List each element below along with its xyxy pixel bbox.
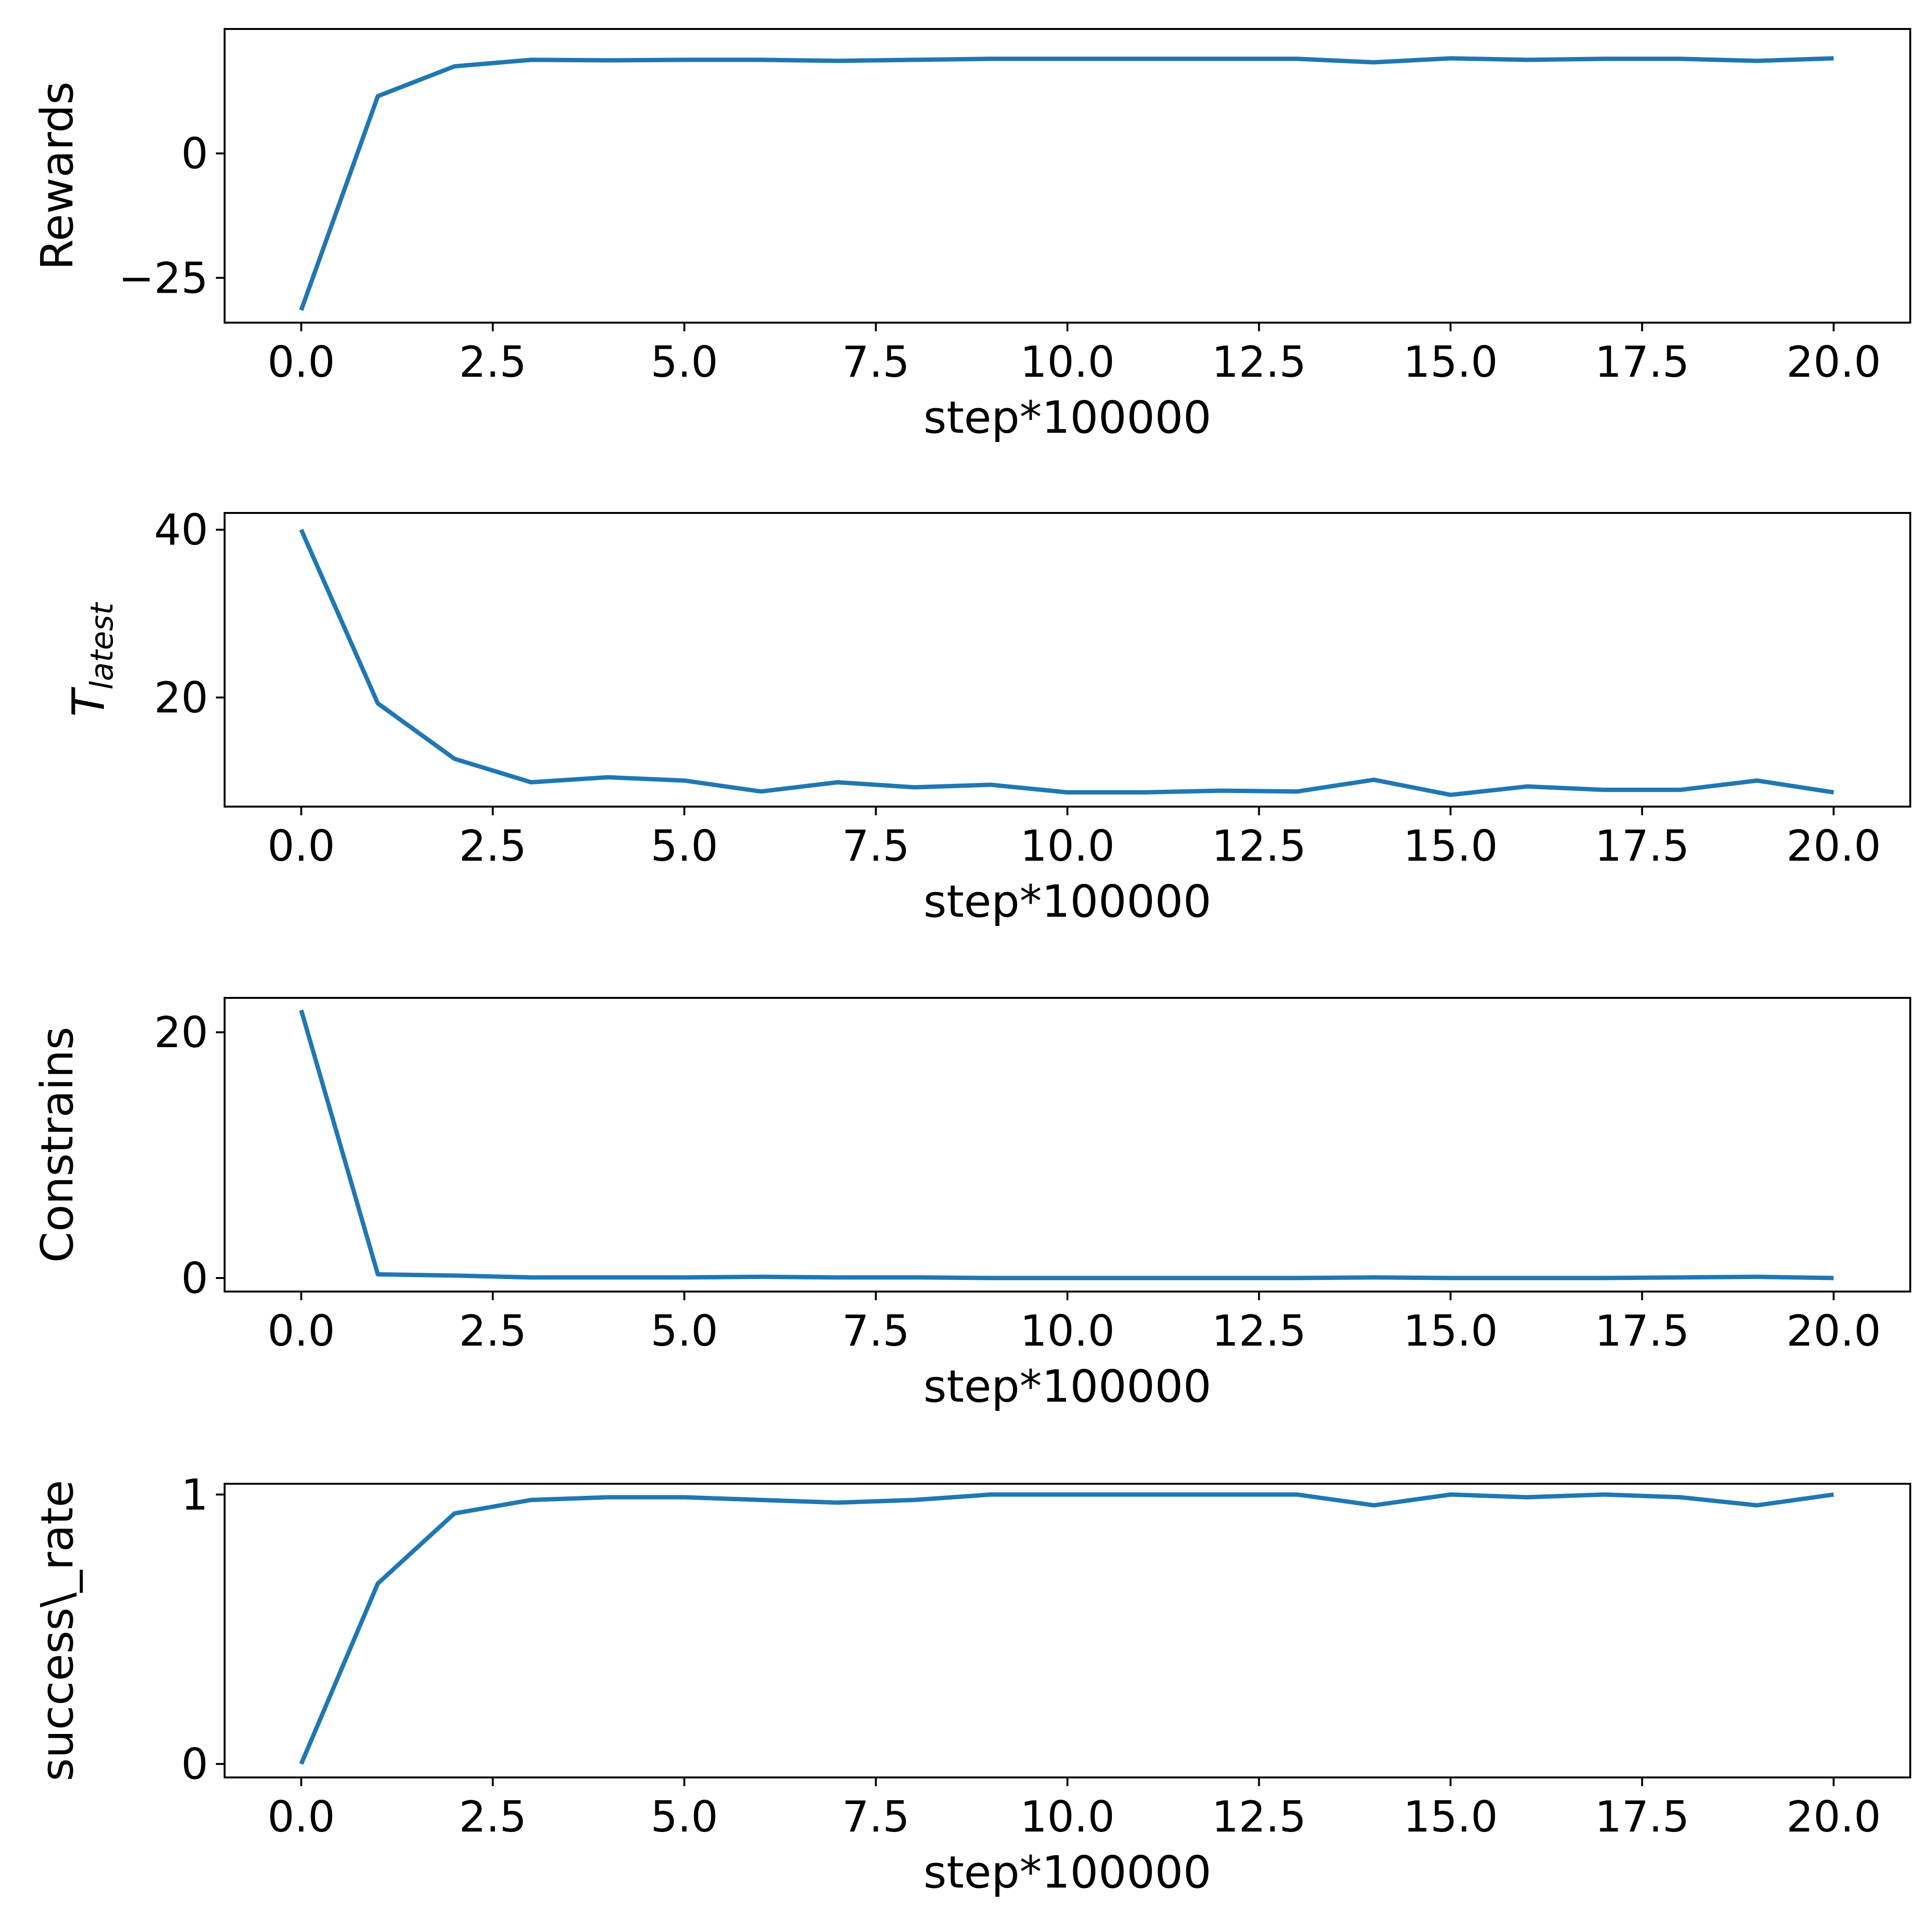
x-tick-label: 0.0 (268, 1306, 335, 1356)
x-tick-label: 7.5 (842, 821, 909, 871)
chart-panel-3: 0.0 2.5 5.0 7.5 10.0 12.5 15.0 17.5 20.0 0 20 step*… (31, 997, 1911, 1412)
x-tick-label: 17.5 (1595, 1792, 1690, 1842)
x-tick-label: 2.5 (459, 821, 526, 871)
x-tick-label: 5.0 (651, 1306, 718, 1356)
x-tick-label: 20.0 (1786, 337, 1881, 387)
x-tick-label: 5.0 (651, 821, 718, 871)
x-tick-label: 0.0 (268, 1792, 335, 1842)
x-tick-label: 20.0 (1786, 821, 1881, 871)
x-tick-label: 15.0 (1403, 1792, 1498, 1842)
y-tick-label: 0 (181, 1253, 208, 1303)
y-axis-label: Constrains (31, 1027, 83, 1263)
y-axis-label: success\_rate (31, 1480, 83, 1781)
series-line-1 (299, 56, 1834, 311)
x-tick-label: 2.5 (459, 337, 526, 387)
x-tick-label: 5.0 (651, 337, 718, 387)
x-tick-label: 10.0 (1020, 337, 1115, 387)
y-tick-label: 0 (181, 129, 208, 179)
series-line-1 (299, 528, 1834, 797)
x-tick-label: 17.5 (1595, 337, 1690, 387)
x-tick-label: 2.5 (459, 1306, 526, 1356)
y-tick-label: 0 (181, 1739, 208, 1789)
x-axis-label: step*100000 (923, 392, 1211, 443)
y-tick-label: 20 (154, 1008, 208, 1057)
x-tick-label: 12.5 (1212, 1792, 1307, 1842)
series-line-1 (299, 1492, 1834, 1765)
x-tick-label: 7.5 (842, 337, 909, 387)
x-tick-label: 20.0 (1786, 1306, 1881, 1356)
x-tick-label: 15.0 (1403, 337, 1498, 387)
x-tick-label: 7.5 (842, 1792, 909, 1842)
chart-panel-1: 0.0 2.5 5.0 7.5 10.0 12.5 15.0 17.5 20.0 −25 0 step… (31, 28, 1911, 443)
x-tick-label: 0.0 (268, 337, 335, 387)
x-axis-label: step*100000 (923, 1847, 1211, 1898)
y-tick-label: 1 (181, 1470, 208, 1520)
x-tick-label: 10.0 (1020, 1792, 1115, 1842)
x-tick-label: 20.0 (1786, 1792, 1881, 1842)
x-tick-label: 12.5 (1212, 1306, 1307, 1356)
x-axis-label: step*100000 (923, 876, 1211, 927)
y-tick-label: −25 (118, 253, 208, 303)
series-line-1 (299, 1009, 1834, 1280)
x-tick-label: 2.5 (459, 1792, 526, 1842)
x-tick-label: 5.0 (651, 1792, 718, 1842)
x-tick-label: 17.5 (1595, 821, 1690, 871)
x-tick-label: 0.0 (268, 821, 335, 871)
x-tick-label: 17.5 (1595, 1306, 1690, 1356)
y-axis-label: Tlatest (63, 601, 120, 717)
x-tick-label: 10.0 (1020, 1306, 1115, 1356)
x-tick-label: 7.5 (842, 1306, 909, 1356)
x-tick-label: 10.0 (1020, 821, 1115, 871)
chart-panel-4: 0.0 2.5 5.0 7.5 10.0 12.5 15.0 17.5 20.0 0 1 step*1… (31, 1470, 1911, 1898)
x-tick-label: 12.5 (1212, 821, 1307, 871)
chart-panel-2: 0.0 2.5 5.0 7.5 10.0 12.5 15.0 17.5 20.0 20 40 step… (63, 505, 1911, 927)
x-tick-label: 15.0 (1403, 821, 1498, 871)
x-axis-label: step*100000 (923, 1361, 1211, 1412)
x-tick-label: 12.5 (1212, 337, 1307, 387)
x-tick-label: 15.0 (1403, 1306, 1498, 1356)
y-axis-label: Rewards (31, 82, 83, 270)
y-tick-label: 20 (154, 673, 208, 723)
y-tick-label: 40 (154, 505, 208, 555)
